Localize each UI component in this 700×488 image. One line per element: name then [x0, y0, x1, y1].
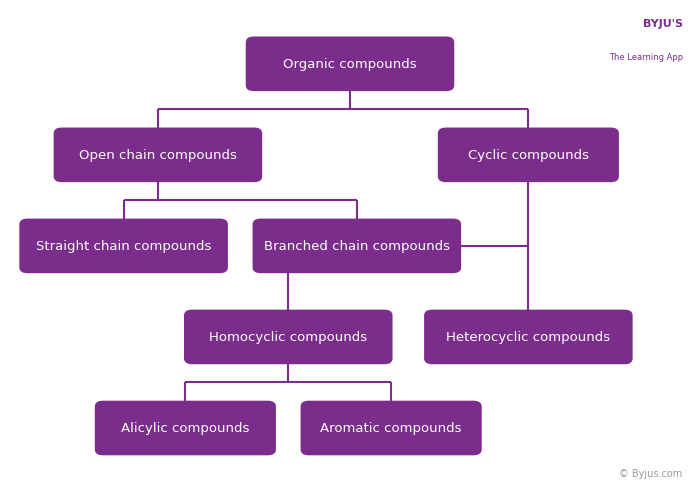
- Text: Open chain compounds: Open chain compounds: [79, 149, 237, 162]
- FancyBboxPatch shape: [253, 219, 461, 274]
- FancyBboxPatch shape: [54, 128, 262, 183]
- Text: Cyclic compounds: Cyclic compounds: [468, 149, 589, 162]
- FancyBboxPatch shape: [438, 128, 619, 183]
- FancyBboxPatch shape: [300, 401, 482, 455]
- Text: Heterocyclic compounds: Heterocyclic compounds: [447, 331, 610, 344]
- FancyBboxPatch shape: [94, 401, 276, 455]
- Text: Organic compounds: Organic compounds: [284, 58, 416, 71]
- Text: Alicylic compounds: Alicylic compounds: [121, 422, 249, 435]
- Text: The Learning App: The Learning App: [608, 53, 682, 61]
- Text: BYJU'S: BYJU'S: [643, 19, 682, 29]
- FancyBboxPatch shape: [424, 310, 633, 365]
- FancyBboxPatch shape: [20, 219, 228, 274]
- Text: © Byjus.com: © Byjus.com: [620, 468, 682, 478]
- Text: Branched chain compounds: Branched chain compounds: [264, 240, 450, 253]
- FancyBboxPatch shape: [184, 310, 393, 365]
- FancyBboxPatch shape: [246, 38, 454, 92]
- Text: Aromatic compounds: Aromatic compounds: [321, 422, 462, 435]
- Text: Straight chain compounds: Straight chain compounds: [36, 240, 211, 253]
- Text: Homocyclic compounds: Homocyclic compounds: [209, 331, 368, 344]
